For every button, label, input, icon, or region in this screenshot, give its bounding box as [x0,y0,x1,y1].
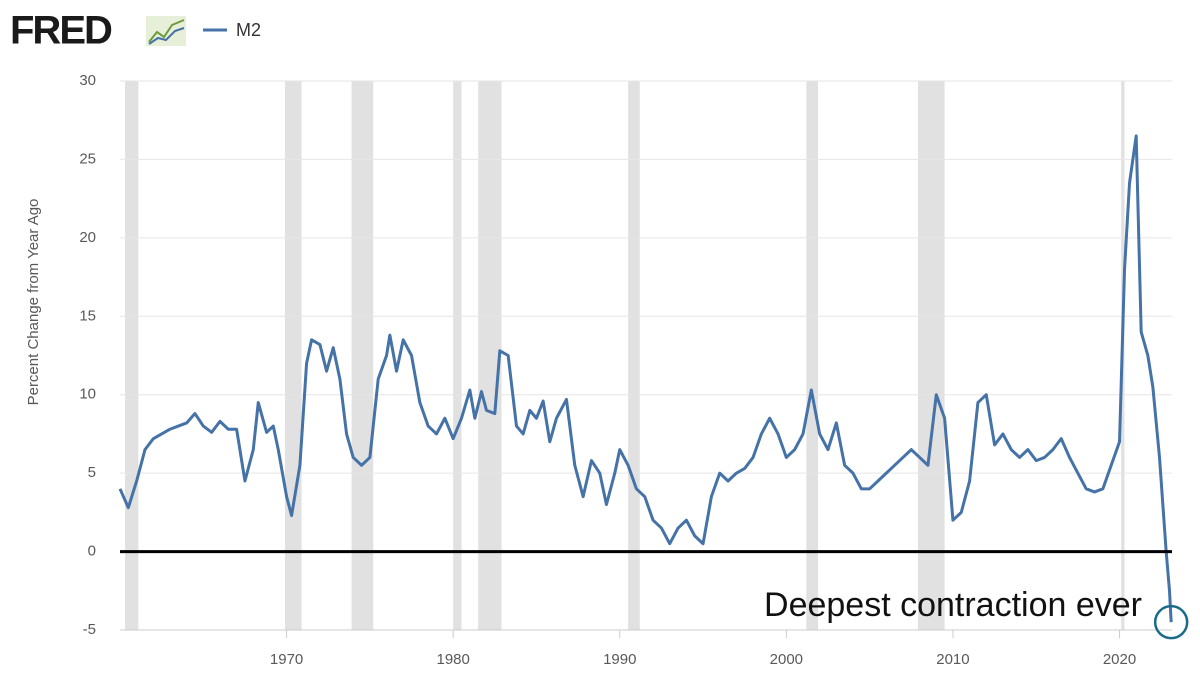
x-tick-label: 1980 [436,651,469,668]
y-tick-label: 30 [79,72,96,89]
y-tick-label: 5 [88,464,96,481]
recession-band [628,81,640,630]
recession-band [806,81,819,630]
recession-band [284,81,302,630]
recession-band [351,81,374,630]
y-tick-label: 0 [88,543,96,560]
y-tick-label: -5 [83,621,96,638]
y-tick-label: 10 [79,386,96,403]
y-axis-label: Percent Change from Year Ago [25,199,42,406]
logo-icon [146,16,186,46]
y-tick-label: 20 [79,229,96,246]
legend-label: M2 [236,20,261,40]
x-tick-label: 2010 [936,651,969,668]
annotation: Deepest contraction ever [764,586,1142,624]
y-tick-label: 15 [79,307,96,324]
x-tick-label: 1970 [270,651,303,668]
recession-band [453,81,462,630]
recession-band [917,81,945,630]
recession-band [478,81,502,630]
x-tick-label: 2000 [770,651,803,668]
y-tick-label: 25 [79,150,96,167]
x-tick-label: 2020 [1103,651,1136,668]
brand-logo: FRED [10,9,112,53]
series-line [118,134,1173,623]
annotation-circle [1153,604,1189,640]
x-tick-label: 1990 [603,651,636,668]
recession-band [124,81,139,630]
